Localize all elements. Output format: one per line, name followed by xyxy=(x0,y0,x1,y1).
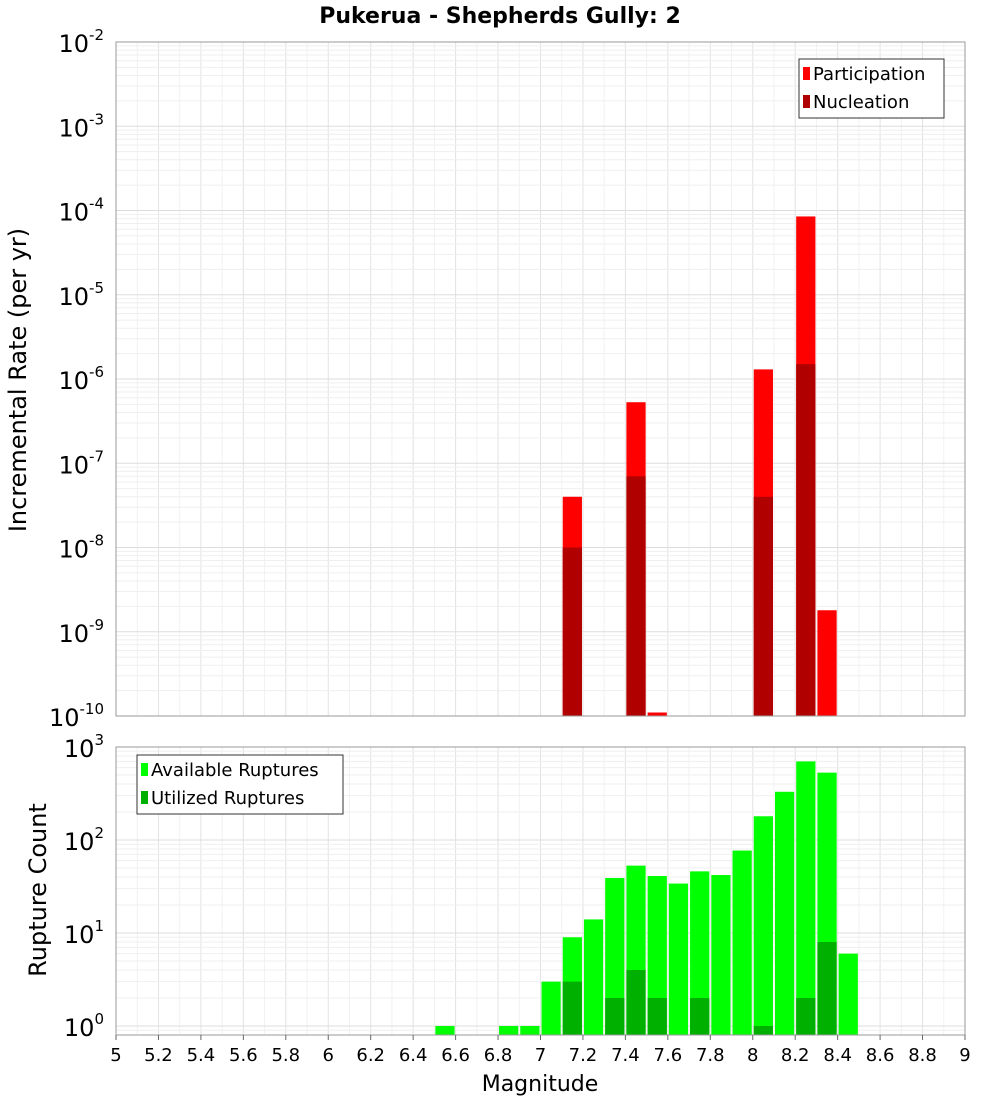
bottom-bar xyxy=(668,883,689,1035)
top-legend-label: Participation xyxy=(813,64,925,85)
x-tick-label: 8.2 xyxy=(781,1045,810,1066)
bottom-series-secondary xyxy=(562,942,837,1035)
top-gridlines xyxy=(115,41,966,717)
x-tick-label: 7.2 xyxy=(569,1045,598,1066)
x-tick-label: 6.4 xyxy=(399,1045,428,1066)
bottom-bar xyxy=(541,981,561,1035)
top-y-tick-label: 10-4 xyxy=(58,195,104,227)
bottom-legend-label: Utilized Ruptures xyxy=(151,788,304,809)
bottom-bar xyxy=(626,969,646,1035)
top-y-tick-label: 10-8 xyxy=(58,532,104,564)
x-tick-label: 8.6 xyxy=(866,1045,895,1066)
x-tick-label: 7.8 xyxy=(696,1045,725,1066)
x-tick-label: 7.6 xyxy=(654,1045,683,1066)
top-legend-label: Nucleation xyxy=(813,92,909,113)
x-tick-label: 9 xyxy=(959,1045,970,1066)
top-legend-box xyxy=(798,58,945,119)
top-y-tick-label: 10-9 xyxy=(58,616,104,648)
bottom-bar xyxy=(562,981,582,1035)
bottom-legend-box xyxy=(136,754,344,815)
top-y-tick-label: 10-3 xyxy=(58,110,104,142)
top-legend-swatch xyxy=(803,67,810,80)
top-bar xyxy=(626,476,646,716)
x-tick-label: 7.4 xyxy=(611,1045,640,1066)
bottom-bar xyxy=(774,791,795,1035)
bottom-y-tick-label: 102 xyxy=(64,824,104,856)
x-tick-label: 5.6 xyxy=(229,1045,258,1066)
top-bar xyxy=(562,547,582,716)
bottom-bar xyxy=(605,997,625,1035)
top-y-tick-label: 10-2 xyxy=(58,26,104,58)
top-legend-swatch xyxy=(803,95,810,108)
bottom-y-tick-label: 100 xyxy=(64,1010,104,1042)
bottom-bar xyxy=(583,919,604,1035)
bottom-bar xyxy=(690,997,710,1035)
top-bar xyxy=(647,712,667,716)
bottom-legend-label: Available Ruptures xyxy=(151,760,319,781)
top-y-tick-label: 10-10 xyxy=(49,700,104,732)
bottom-bar xyxy=(711,875,731,1035)
x-tick-label: 6.6 xyxy=(441,1045,470,1066)
bottom-bar xyxy=(817,942,837,1035)
top-bar xyxy=(753,496,773,716)
top-bar xyxy=(817,610,837,716)
bottom-y-tick-label: 103 xyxy=(64,731,104,763)
bottom-bar xyxy=(605,878,625,1035)
top-y-tick-label: 10-6 xyxy=(58,363,104,395)
bottom-bar xyxy=(520,1025,540,1035)
top-y-axis-label: Incremental Rate (per yr) xyxy=(4,228,32,532)
chart-title: Pukerua - Shepherds Gully: 2 xyxy=(319,4,681,29)
top-plot-frame xyxy=(115,41,966,717)
bottom-panel: 100 101 102 103 Available Ruptures Utilized R… xyxy=(64,731,971,1066)
bottom-bar xyxy=(690,871,710,1035)
x-tick-label: 8.4 xyxy=(823,1045,852,1066)
bottom-bar xyxy=(732,850,752,1035)
top-bar xyxy=(796,364,816,716)
x-tick-label: 8 xyxy=(747,1045,758,1066)
bottom-legend: Available Ruptures Utilized Ruptures xyxy=(136,754,344,815)
top-y-tick-label: 10-7 xyxy=(58,447,104,479)
x-tick-label: 6.2 xyxy=(356,1045,385,1066)
bottom-bar xyxy=(753,816,773,1035)
bottom-bar xyxy=(647,876,667,1035)
bottom-bar xyxy=(647,997,667,1035)
x-tick-label: 5.2 xyxy=(144,1045,173,1066)
bottom-y-axis-label: Rupture Count xyxy=(24,803,52,977)
x-tick-label: 5 xyxy=(110,1045,121,1066)
x-tick-label: 6.8 xyxy=(484,1045,513,1066)
bottom-bar xyxy=(796,761,816,1035)
x-axis-label: Magnitude xyxy=(482,1072,599,1097)
bottom-y-tick-label: 101 xyxy=(64,917,104,949)
bottom-bar xyxy=(753,1025,773,1035)
x-tick-label: 8.8 xyxy=(908,1045,937,1066)
bottom-bar xyxy=(499,1025,519,1035)
bottom-bar xyxy=(796,997,816,1035)
bottom-legend-swatch xyxy=(141,791,148,804)
x-tick-label: 5.8 xyxy=(271,1045,300,1066)
bottom-legend-swatch xyxy=(141,763,148,776)
x-tick-label: 5.4 xyxy=(187,1045,216,1066)
x-tick-label: 6 xyxy=(323,1045,334,1066)
top-y-tick-label: 10-5 xyxy=(58,279,104,311)
bottom-bar xyxy=(838,953,858,1035)
x-tick-labels: 5 5.2 5.4 5.6 5.8 6 6.2 6.4 6.6 6.8 7 7.2 7.4 7.6 7.8 8… xyxy=(110,1035,971,1066)
top-series-secondary xyxy=(562,364,816,716)
top-panel: 10-10 10-9 10-8 10-7 10-6 10-5 10-4 10-3 10-2 Par… xyxy=(49,26,966,732)
x-tick-label: 7 xyxy=(535,1045,546,1066)
top-legend: Participation Nucleation xyxy=(798,58,945,119)
bottom-bar xyxy=(435,1025,455,1035)
